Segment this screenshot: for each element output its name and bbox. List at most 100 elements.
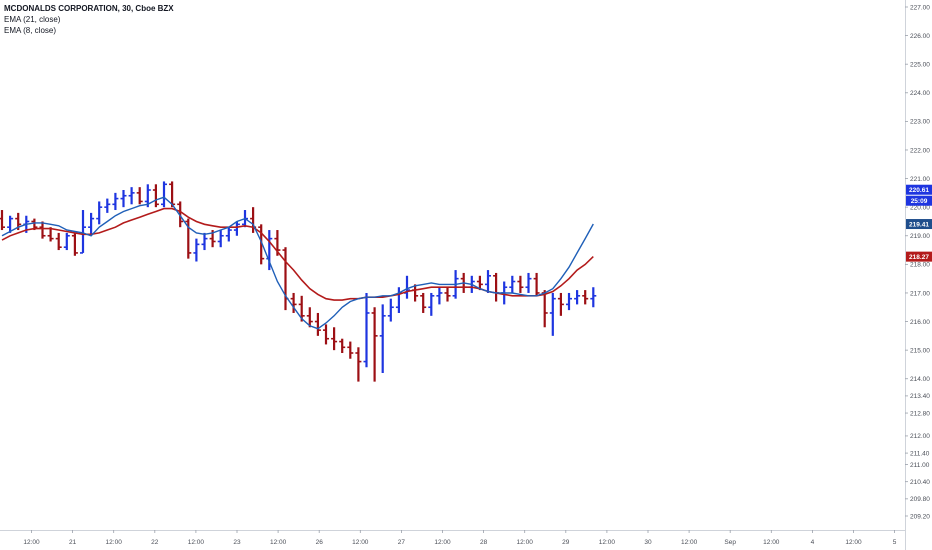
time-tick-label: 12:00 bbox=[845, 539, 862, 546]
ohlc-bar bbox=[485, 270, 491, 293]
time-tick-label: 22 bbox=[151, 539, 159, 546]
ohlc-bar bbox=[217, 230, 224, 248]
price-tick-label: 214.00 bbox=[910, 376, 930, 383]
ohlc-bar bbox=[525, 272, 532, 293]
time-tick-label: 5 bbox=[893, 539, 897, 546]
time-axis[interactable]: 12:00 21 12:00 22 12:00 23 12:00 26 12:00 27 12:00… bbox=[0, 530, 905, 546]
ohlc-bar bbox=[582, 290, 589, 305]
ohlc-bar bbox=[574, 290, 581, 305]
ohlc-bar bbox=[193, 238, 200, 262]
time-tick-label: 4 bbox=[811, 539, 815, 546]
ohlc-bar bbox=[144, 184, 151, 208]
price-badges: 220.61 25:09 219.41 218.27 bbox=[906, 184, 932, 262]
time-tick-label: 12:00 bbox=[681, 539, 698, 546]
price-axis[interactable]: 227.00 226.00 225.00 224.00 223.00 222.00 221.… bbox=[905, 0, 930, 550]
ohlc-bar bbox=[298, 295, 305, 322]
chart-legend: MCDONALDS CORPORATION, 30, Cboe BZX EMA … bbox=[4, 3, 174, 36]
svg-text:25:09: 25:09 bbox=[911, 198, 928, 205]
time-tick-label: 12:00 bbox=[270, 539, 287, 546]
ohlc-bar bbox=[509, 275, 516, 293]
ohlc-bar bbox=[436, 287, 443, 305]
time-tick-label: 23 bbox=[233, 539, 241, 546]
ohlc-bar bbox=[266, 230, 273, 271]
price-tick-label: 211.40 bbox=[910, 450, 930, 457]
ohlc-bar bbox=[88, 212, 95, 236]
time-tick-label: 26 bbox=[316, 539, 324, 546]
ohlc-bar bbox=[355, 347, 362, 382]
ohlc-bar bbox=[387, 298, 394, 322]
ohlc-bar bbox=[339, 338, 346, 354]
symbol-title: MCDONALDS CORPORATION, 30, Cboe BZX bbox=[4, 4, 174, 13]
time-tick-label: 12:00 bbox=[434, 539, 451, 546]
ohlc-bar bbox=[306, 307, 313, 328]
time-tick-label: 21 bbox=[69, 539, 77, 546]
price-tick-label: 222.00 bbox=[910, 147, 930, 154]
ohlc-bar bbox=[290, 292, 297, 313]
price-tick-label: 216.00 bbox=[910, 319, 930, 326]
time-tick-label: Sep bbox=[724, 539, 736, 546]
ohlc-bar bbox=[323, 324, 329, 345]
ohlc-bar bbox=[371, 307, 378, 382]
ohlc-bar bbox=[55, 232, 62, 251]
ohlc-bar bbox=[566, 292, 572, 311]
ohlc-bar bbox=[379, 304, 386, 374]
ohlc-bar bbox=[104, 198, 111, 213]
time-tick-label: 12:00 bbox=[352, 539, 369, 546]
price-tick-label: 219.00 bbox=[910, 233, 930, 240]
time-tick-label: 27 bbox=[398, 539, 406, 546]
ohlc-bar bbox=[80, 210, 86, 254]
time-tick-label: 29 bbox=[562, 539, 570, 546]
ohlc-bar bbox=[128, 187, 135, 205]
ohlc-bar bbox=[0, 210, 5, 231]
ohlc-bar bbox=[39, 221, 46, 239]
time-tick-label: 12:00 bbox=[23, 539, 40, 546]
price-badge-ema_slow: 218.27 bbox=[906, 251, 932, 262]
ohlc-bar bbox=[71, 232, 78, 256]
price-tick-label: 215.00 bbox=[910, 347, 930, 354]
price-badge-countdown: 25:09 bbox=[906, 195, 932, 206]
price-tick-label: 224.00 bbox=[910, 90, 930, 97]
price-tick-label: 225.00 bbox=[910, 61, 930, 68]
svg-text:220.61: 220.61 bbox=[909, 187, 929, 194]
ema-8-line bbox=[1, 196, 594, 330]
price-tick-label: 218.00 bbox=[910, 262, 930, 269]
ohlc-bar bbox=[533, 272, 540, 296]
time-tick-label: 30 bbox=[644, 539, 652, 546]
svg-text:218.27: 218.27 bbox=[909, 254, 929, 261]
price-tick-label: 220.00 bbox=[910, 204, 930, 211]
price-tick-label: 212.00 bbox=[910, 433, 930, 440]
ohlc-bar bbox=[557, 292, 564, 316]
ohlc-bars bbox=[0, 181, 597, 382]
ohlc-bar bbox=[258, 224, 265, 265]
ohlc-bar bbox=[112, 192, 119, 211]
ohlc-bar bbox=[363, 292, 370, 368]
ohlc-bar bbox=[444, 287, 451, 302]
ohlc-bar bbox=[177, 201, 184, 228]
price-tick-label: 217.00 bbox=[910, 290, 930, 297]
price-badge-ema_fast: 219.41 bbox=[906, 219, 932, 230]
ohlc-bar bbox=[96, 201, 103, 225]
ohlc-bar bbox=[201, 232, 208, 251]
ohlc-bar bbox=[225, 227, 232, 242]
ohlc-bar bbox=[136, 187, 143, 205]
price-tick-label: 227.00 bbox=[910, 4, 930, 11]
ohlc-bar bbox=[161, 181, 167, 208]
ohlc-bar bbox=[63, 232, 70, 251]
time-tick-label: 12:00 bbox=[517, 539, 534, 546]
ohlc-bar bbox=[233, 221, 240, 236]
time-tick-label: 12:00 bbox=[188, 539, 205, 546]
ohlc-bar bbox=[331, 327, 338, 351]
ohlc-bar bbox=[347, 341, 354, 359]
ohlc-bar bbox=[517, 275, 524, 293]
time-tick-label: 12:00 bbox=[599, 539, 616, 546]
ohlc-bar bbox=[420, 292, 427, 313]
price-tick-label: 210.40 bbox=[910, 479, 930, 486]
ohlc-bar bbox=[185, 218, 192, 259]
price-tick-label: 209.20 bbox=[910, 513, 930, 520]
ohlc-bar bbox=[428, 292, 435, 316]
ohlc-bar bbox=[549, 292, 556, 336]
price-tick-label: 226.00 bbox=[910, 33, 930, 40]
ohlc-bar bbox=[282, 247, 289, 311]
ohlc-bar bbox=[314, 312, 321, 336]
